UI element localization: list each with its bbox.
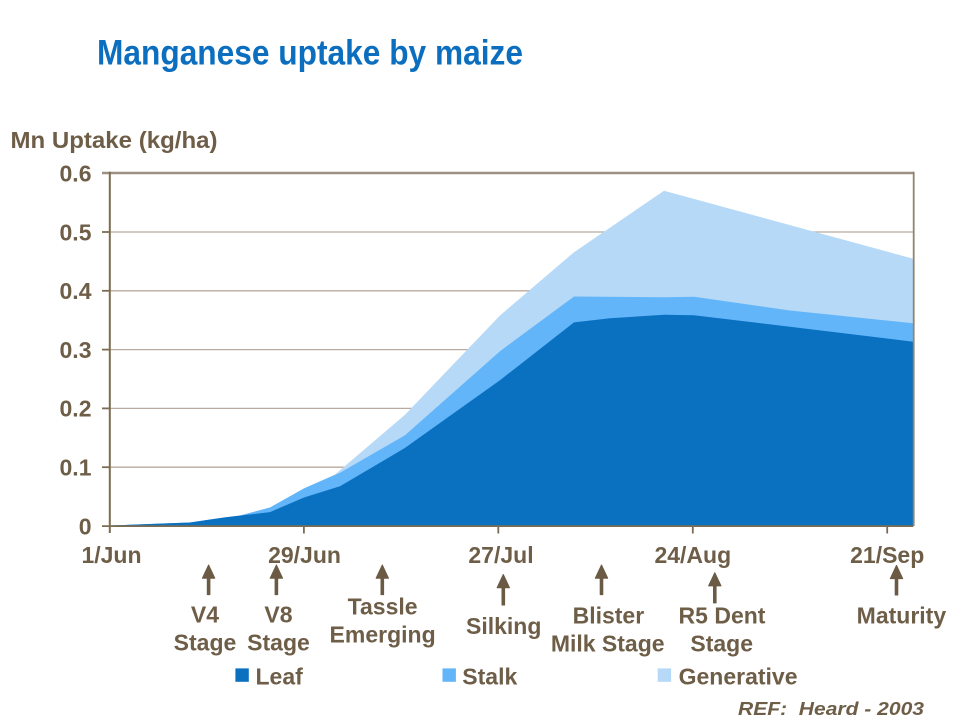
svg-text:Milk Stage: Milk Stage — [551, 630, 665, 656]
svg-text:Mn Uptake (kg/ha): Mn Uptake (kg/ha) — [11, 127, 218, 153]
svg-text:Maturity: Maturity — [857, 603, 947, 629]
svg-text:0.2: 0.2 — [60, 396, 92, 422]
svg-text:Stalk: Stalk — [462, 664, 517, 690]
svg-text:24/Aug: 24/Aug — [654, 542, 731, 568]
svg-text:Blister: Blister — [573, 603, 645, 629]
svg-text:0.6: 0.6 — [60, 160, 92, 186]
svg-text:29/Jun: 29/Jun — [268, 542, 341, 568]
svg-text:Generative: Generative — [679, 664, 798, 690]
svg-text:Silking: Silking — [466, 613, 541, 639]
svg-text:0: 0 — [79, 513, 92, 539]
svg-text:R5 Dent: R5 Dent — [679, 603, 766, 629]
svg-text:Emerging: Emerging — [330, 622, 436, 648]
svg-text:V4: V4 — [191, 601, 219, 627]
svg-text:Manganese uptake by maize: Manganese uptake by maize — [97, 34, 523, 73]
svg-text:0.1: 0.1 — [60, 455, 92, 481]
svg-text:Tassle: Tassle — [348, 593, 418, 619]
svg-text:Leaf: Leaf — [256, 664, 304, 690]
svg-text:21/Sep: 21/Sep — [850, 542, 924, 568]
svg-text:27/Jul: 27/Jul — [468, 542, 533, 568]
svg-text:Stage: Stage — [690, 630, 753, 656]
svg-text:Stage: Stage — [174, 630, 237, 656]
svg-text:1/Jun: 1/Jun — [81, 542, 141, 568]
svg-text:0.4: 0.4 — [60, 278, 92, 304]
svg-text:REF: Heard - 2003: REF: Heard - 2003 — [738, 699, 924, 719]
svg-text:V8: V8 — [264, 601, 292, 627]
svg-text:0.3: 0.3 — [60, 337, 92, 363]
svg-text:0.5: 0.5 — [60, 219, 92, 245]
svg-text:Stage: Stage — [247, 630, 310, 656]
